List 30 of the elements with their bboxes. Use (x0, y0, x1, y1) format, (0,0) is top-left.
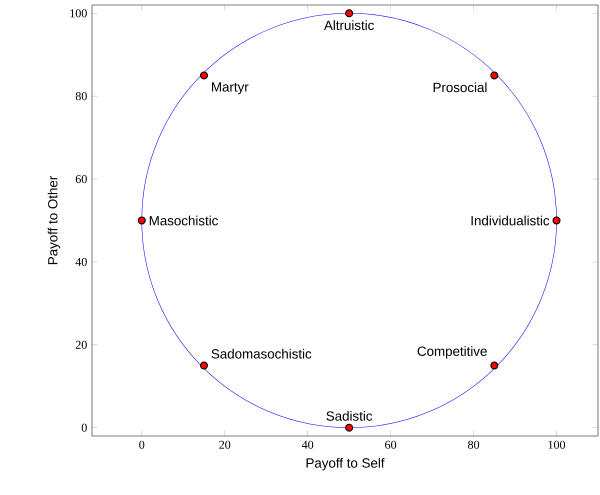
y-tick-label: 20 (76, 340, 87, 349)
annotation: Masochistic (150, 216, 218, 226)
x-tick-label: 100 (548, 440, 566, 449)
annotation: Prosocial (434, 82, 486, 92)
annotation: Sadistic (326, 410, 372, 421)
x-tick-label: 20 (219, 440, 230, 449)
point (345, 9, 354, 18)
x-tick-label: 80 (468, 440, 480, 449)
y-tick-label: 80 (76, 92, 87, 100)
y-axis-title: Payoff to Other (48, 176, 60, 264)
x-tick-label: 40 (302, 440, 314, 449)
annotation: Sadomasochistic (212, 348, 312, 359)
point (345, 424, 354, 432)
y-tick-label: 100 (70, 9, 87, 18)
annotation: Competitive (418, 346, 487, 359)
point (490, 362, 498, 370)
point (200, 362, 208, 370)
annotation: Altruistic (324, 20, 374, 30)
y-tick-label: 40 (76, 258, 87, 266)
x-axis-title: Payoff to Self (306, 458, 385, 470)
x-tick-label: 60 (385, 440, 396, 449)
point (138, 216, 146, 224)
x-tick-label: 0 (139, 440, 144, 449)
point (200, 71, 208, 80)
y-tick-label: 60 (76, 174, 87, 184)
y-tick-label: 0 (82, 424, 87, 432)
point (552, 216, 561, 224)
annotation: Martyr (212, 82, 248, 94)
point (490, 71, 498, 80)
annotation: Individualistic (472, 216, 550, 226)
